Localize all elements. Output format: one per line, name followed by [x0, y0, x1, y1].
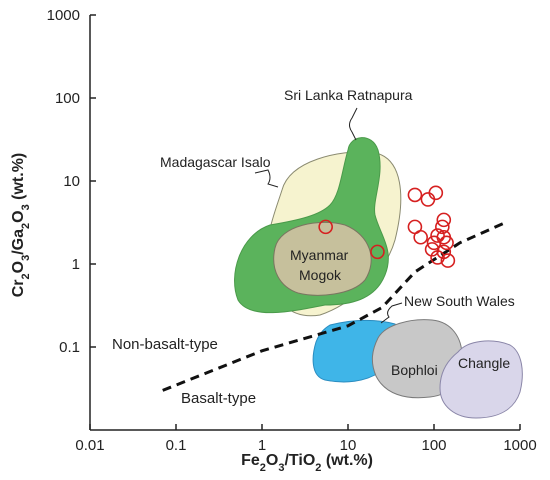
- regions-layer: [234, 137, 523, 419]
- data-point: [435, 219, 450, 235]
- x-tick-label: 1000: [503, 437, 536, 454]
- y-tick-label: 0.1: [59, 339, 80, 356]
- changle-label: Changle: [458, 355, 510, 371]
- data-point: [428, 185, 444, 201]
- x-tick-label: 1: [258, 437, 266, 454]
- y-tick-label: 1000: [47, 7, 80, 24]
- x-tick-label: 0.01: [75, 437, 104, 454]
- madagascar-label: Madagascar Isalo: [160, 154, 271, 170]
- data-point: [407, 187, 423, 203]
- nsw-label: New South Wales: [404, 293, 515, 309]
- srilanka-leader-line: [349, 107, 358, 141]
- y-axis-title: Cr2O3/Ga2O3 (wt.%): [10, 153, 32, 298]
- data-point: [420, 192, 436, 207]
- x-tick-label: 0.1: [166, 437, 187, 454]
- data-point: [430, 250, 445, 265]
- myanmar-mogok-region: [273, 221, 372, 296]
- madagascar-leader-line: [254, 169, 279, 188]
- x-tick-label: 10: [340, 437, 357, 454]
- data-point: [439, 235, 454, 251]
- y-tick-label: 1: [72, 256, 80, 273]
- myanmar-label-line2: Mogok: [299, 267, 342, 283]
- data-point: [436, 212, 452, 228]
- data-point: [413, 229, 428, 245]
- x-axis-title: Fe2O3/TiO2 (wt.%): [241, 452, 373, 474]
- changle-region: [439, 340, 523, 419]
- y-tick-label: 10: [63, 173, 80, 190]
- myanmar-label-line1: Myanmar: [290, 247, 349, 263]
- data-point: [318, 219, 333, 235]
- data-point: [370, 244, 385, 260]
- bophloi-label: Bophloi: [391, 362, 438, 378]
- data-point: [440, 253, 456, 268]
- srilanka-label: Sri Lanka Ratnapura: [284, 87, 413, 103]
- x-tick-label: 100: [421, 437, 446, 454]
- nsw-leader-line: [380, 302, 403, 324]
- ticks-layer: 0.01 0.1 1 10 100 1000 0.1 1 10 100 1000: [47, 7, 537, 454]
- leader-lines: [254, 107, 403, 324]
- basalt-type-label: Basalt-type: [181, 390, 256, 407]
- boundary-line: [162, 221, 505, 392]
- points-layer: [318, 185, 456, 268]
- data-point: [430, 228, 445, 243]
- axes: [89, 15, 520, 431]
- y-tick-label: 100: [55, 90, 80, 107]
- non-basalt-type-label: Non-basalt-type: [112, 336, 218, 353]
